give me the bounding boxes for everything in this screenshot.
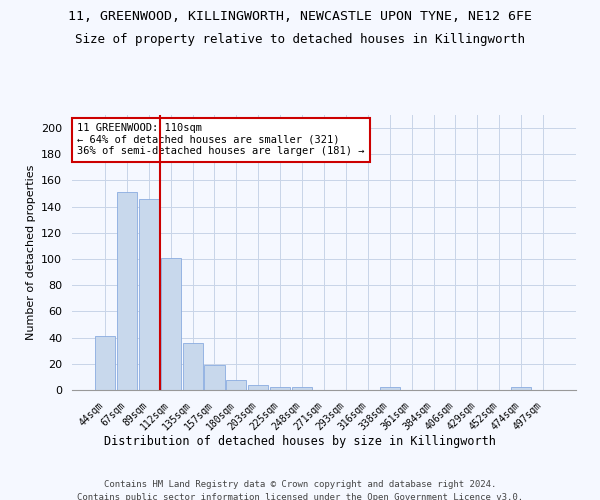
Bar [205, 365, 224, 390]
Bar [380, 388, 400, 390]
Bar [95, 336, 115, 390]
Text: 11, GREENWOOD, KILLINGWORTH, NEWCASTLE UPON TYNE, NE12 6FE: 11, GREENWOOD, KILLINGWORTH, NEWCASTLE U… [68, 10, 532, 23]
Bar [248, 385, 268, 390]
Bar [270, 388, 290, 390]
Bar [161, 258, 181, 390]
Y-axis label: Number of detached properties: Number of detached properties [26, 165, 35, 340]
Bar [182, 343, 203, 390]
Text: Contains HM Land Registry data © Crown copyright and database right 2024.: Contains HM Land Registry data © Crown c… [104, 480, 496, 489]
Bar [292, 388, 312, 390]
Bar [139, 199, 159, 390]
Bar [226, 380, 247, 390]
Text: Size of property relative to detached houses in Killingworth: Size of property relative to detached ho… [75, 32, 525, 46]
Bar [117, 192, 137, 390]
Text: 11 GREENWOOD: 110sqm
← 64% of detached houses are smaller (321)
36% of semi-deta: 11 GREENWOOD: 110sqm ← 64% of detached h… [77, 123, 365, 156]
Bar [511, 388, 531, 390]
Text: Distribution of detached houses by size in Killingworth: Distribution of detached houses by size … [104, 435, 496, 448]
Text: Contains public sector information licensed under the Open Government Licence v3: Contains public sector information licen… [77, 492, 523, 500]
